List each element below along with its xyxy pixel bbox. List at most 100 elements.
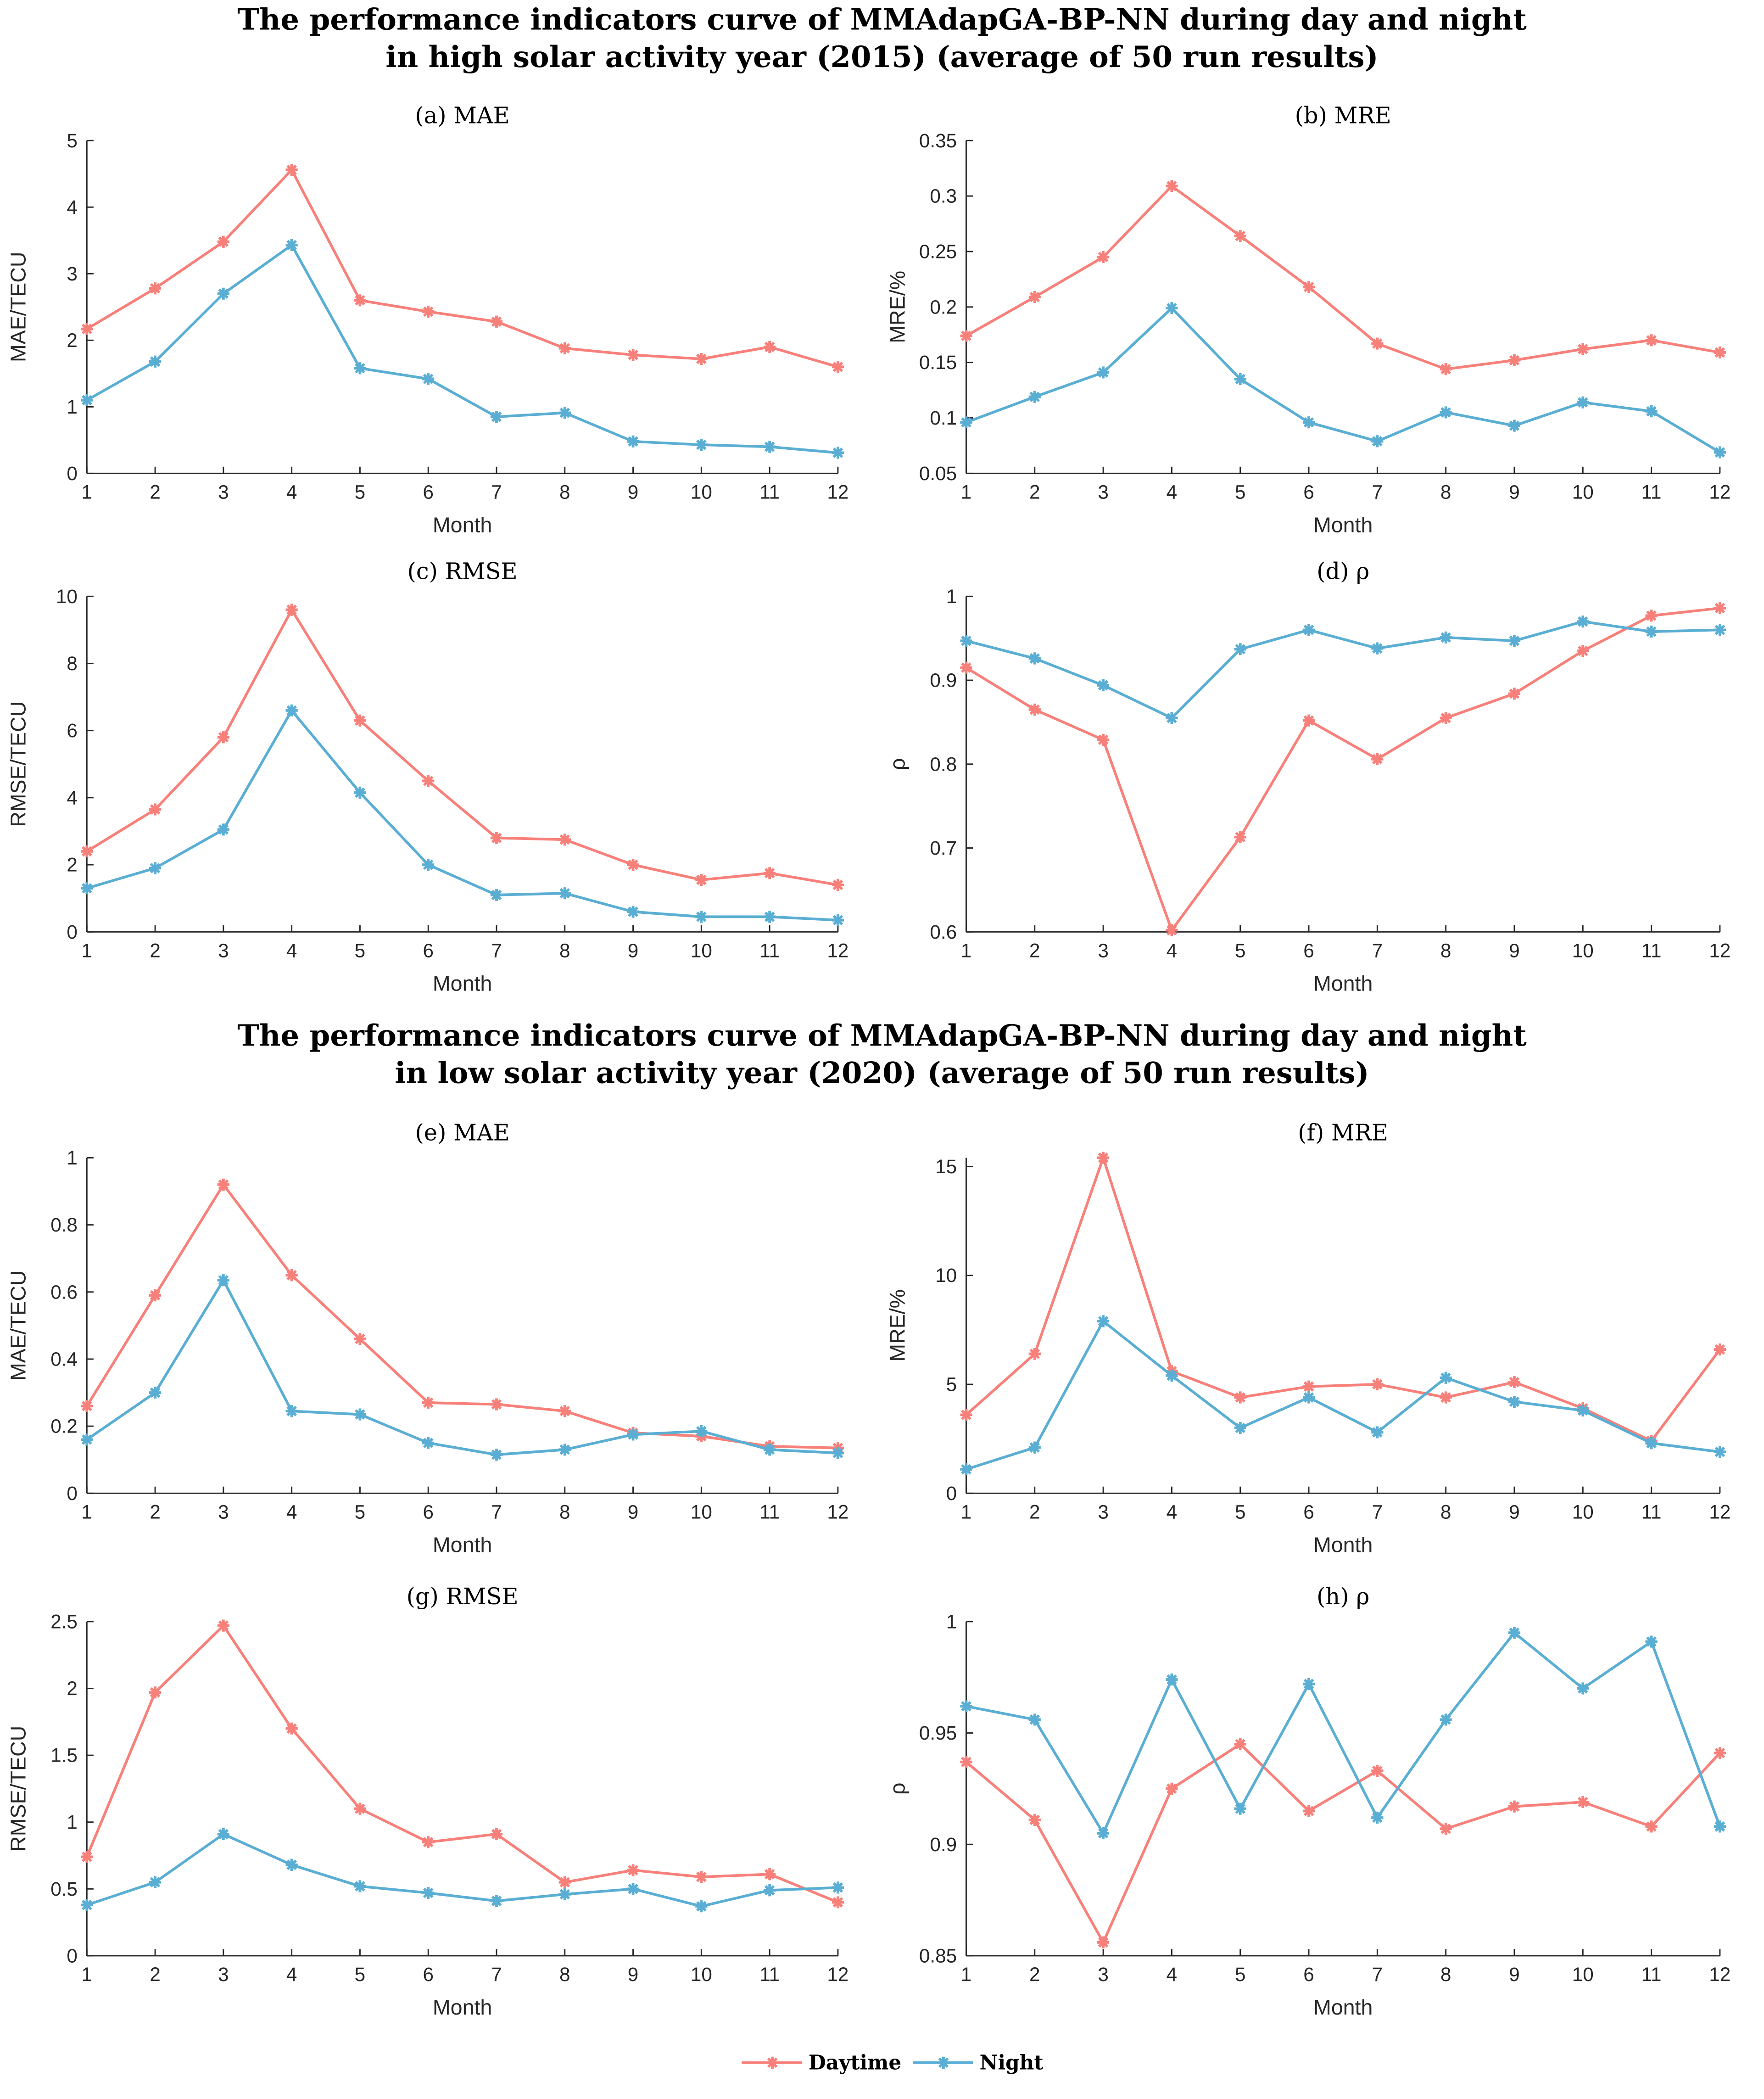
x-tick-label: 4 [1167, 481, 1177, 503]
point-night [285, 239, 298, 252]
y-tick-label: 0.35 [919, 130, 957, 151]
point-daytime [960, 661, 972, 674]
x-tick-label: 3 [218, 1501, 229, 1523]
x-tick-label: 4 [286, 940, 297, 962]
x-tick-label: 8 [1440, 940, 1451, 962]
x-tick-label: 7 [491, 940, 502, 962]
series-night-line [86, 708, 838, 922]
point-daytime [1234, 1391, 1246, 1404]
point-night [1371, 1811, 1384, 1824]
x-tick-label: 11 [1641, 940, 1662, 962]
y-tick-label: 0.95 [919, 1722, 957, 1744]
x-tick-label: 2 [1029, 1501, 1040, 1523]
y-tick-label: 0.6 [930, 921, 957, 943]
point-night [1577, 1404, 1589, 1417]
y-axis-label: MAE/TECU [6, 1271, 30, 1381]
point-daytime [764, 1868, 776, 1881]
point-night [285, 1858, 298, 1871]
point-daytime [81, 1851, 93, 1863]
title-2020-line1: The performance indicators curve of MMAd… [237, 1019, 1527, 1053]
point-night [1714, 624, 1726, 636]
point-daytime [354, 714, 366, 727]
point-daytime [422, 1836, 435, 1848]
y-tick-label: 0.25 [919, 241, 957, 263]
y-tick-label: 10 [935, 1265, 957, 1286]
point-night [217, 1828, 229, 1841]
point-night [764, 911, 776, 923]
point-night [1234, 373, 1246, 386]
x-axis-label: Month [1313, 513, 1373, 537]
point-night [1097, 679, 1110, 692]
series-daytime-line [965, 1153, 1721, 1443]
x-tick-label: 7 [1372, 481, 1383, 503]
x-tick-label: 8 [1440, 1964, 1451, 1985]
point-night [1166, 302, 1178, 314]
point-daytime [1234, 230, 1246, 242]
y-tick-label: 10 [56, 586, 78, 607]
point-night [1440, 406, 1452, 419]
point-night [217, 823, 229, 836]
point-night [960, 416, 972, 429]
point-night [627, 906, 639, 918]
panel-title: (c) RMSE [408, 558, 518, 584]
y-axis-label: ρ [886, 758, 910, 770]
point-daytime [558, 1876, 571, 1888]
x-tick-label: 9 [628, 940, 638, 962]
point-night [1714, 446, 1726, 459]
x-tick-label: 10 [691, 1964, 712, 1985]
x-tick-label: 4 [1167, 1964, 1177, 1985]
x-tick-label: 11 [1641, 481, 1662, 503]
point-daytime [490, 315, 503, 328]
point-daytime [285, 163, 298, 176]
x-tick-label: 3 [1098, 1501, 1108, 1523]
point-daytime [960, 1756, 972, 1768]
point-daytime [1097, 1936, 1110, 1948]
y-axis-label: MRE/% [886, 271, 910, 343]
point-daytime [1097, 733, 1110, 746]
point-night [1028, 652, 1041, 665]
point-night [1166, 712, 1178, 724]
point-daytime [1028, 291, 1041, 303]
y-tick-label: 0.85 [919, 1945, 957, 1966]
point-daytime [960, 1409, 972, 1421]
y-axis-label: MAE/TECU [6, 252, 30, 362]
x-tick-label: 10 [691, 1501, 712, 1523]
x-tick-label: 7 [1372, 1964, 1383, 1985]
x-axis-label: Month [433, 1533, 492, 1556]
point-daytime [1234, 831, 1246, 843]
x-tick-label: 10 [691, 481, 712, 503]
y-tick-label: 2 [67, 854, 77, 876]
x-tick-label: 2 [150, 940, 160, 962]
x-axis-label: Month [1313, 1533, 1373, 1556]
series-daytime-line [966, 184, 1720, 371]
x-tick-label: 3 [218, 940, 229, 962]
y-tick-label: 3 [67, 263, 77, 285]
point-daytime [1371, 753, 1384, 765]
x-tick-label: 11 [759, 940, 780, 962]
point-daytime [422, 305, 435, 318]
x-tick-label: 3 [1098, 481, 1108, 503]
x-axis-label: Month [1313, 971, 1373, 995]
point-night [1714, 1820, 1726, 1833]
point-night [1508, 1395, 1521, 1408]
point-daytime [217, 1178, 229, 1191]
point-daytime [354, 294, 366, 307]
point-daytime [81, 323, 93, 335]
point-night [1508, 635, 1521, 647]
x-tick-label: 1 [961, 1501, 971, 1523]
point-daytime [217, 235, 229, 248]
panel-title: (a) MAE [415, 102, 509, 129]
point-night [285, 704, 298, 716]
point-night [1028, 1441, 1041, 1454]
point-daytime [490, 1828, 503, 1841]
point-night [1234, 643, 1246, 655]
point-daytime [558, 1405, 571, 1417]
y-tick-label: 0.6 [50, 1281, 78, 1303]
x-tick-label: 5 [355, 1501, 365, 1523]
series-night-line [966, 1319, 1720, 1471]
series-night-line [86, 243, 838, 454]
point-night [1645, 1437, 1658, 1450]
point-daytime [1371, 337, 1384, 350]
y-tick-label: 15 [935, 1156, 957, 1177]
